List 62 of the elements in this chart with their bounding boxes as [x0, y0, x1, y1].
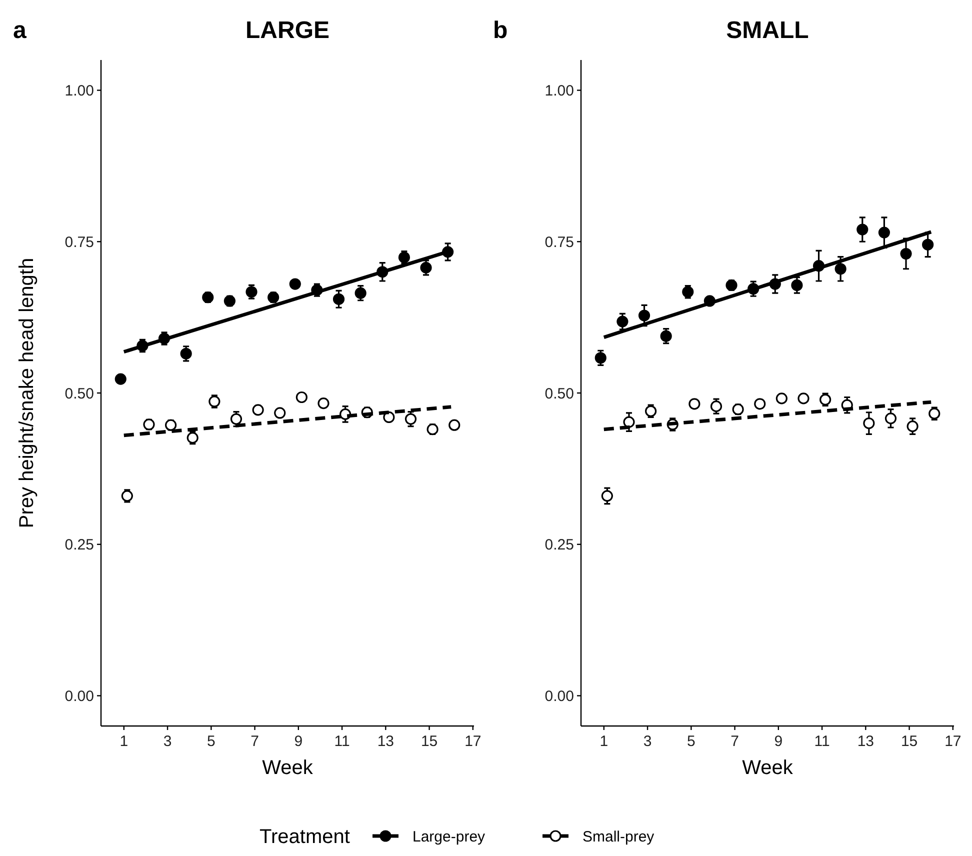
x-tick-label: 15: [420, 733, 438, 750]
x-tick-label: 7: [250, 733, 259, 750]
y-tick-label: 1.00: [544, 82, 574, 100]
y-tick-label: 1.00: [64, 82, 94, 100]
point: [922, 238, 934, 250]
text: a: [13, 17, 27, 44]
x-tick-label: 17: [464, 733, 482, 750]
x-tick-label: 13: [857, 733, 874, 750]
point: [863, 417, 875, 430]
chart-title: SMALL: [726, 17, 809, 44]
legend-label: Small-prey: [582, 828, 655, 846]
point: [289, 278, 301, 290]
x-tick-label: 1: [600, 733, 608, 750]
point: [856, 224, 868, 236]
point: [900, 248, 912, 260]
point: [114, 373, 126, 385]
x-tick-label: 7: [730, 733, 739, 750]
point: [616, 316, 628, 328]
x-tick-label: 9: [294, 733, 303, 750]
y-tick-label: 0.00: [544, 688, 574, 705]
y-tick-label: 0.50: [64, 385, 94, 402]
y-tick-label: 0.75: [64, 234, 94, 251]
x-axis-title: Week: [262, 757, 314, 779]
point: [710, 400, 722, 412]
point: [180, 348, 192, 360]
point: [420, 262, 432, 274]
point: [354, 287, 366, 299]
y-tick-label: 0.25: [64, 536, 94, 554]
x-tick-label: 3: [643, 733, 652, 750]
text: b: [493, 17, 508, 44]
point: [878, 226, 890, 238]
x-tick-label: 11: [814, 733, 830, 750]
x-tick-label: 9: [774, 733, 783, 750]
point: [594, 352, 606, 364]
x-tick-label: 5: [206, 733, 216, 750]
point: [906, 420, 918, 432]
point: [660, 330, 672, 342]
point: [332, 293, 345, 305]
x-tick-label: 1: [120, 733, 128, 750]
x-tick-label: 17: [944, 733, 962, 750]
x-tick-label: 11: [334, 733, 350, 750]
point: [791, 279, 803, 292]
point: [230, 413, 242, 425]
y-axis-title: Prey height/snake head length: [16, 258, 38, 528]
x-tick-label: 3: [163, 733, 172, 750]
x-tick-label: 15: [900, 733, 918, 750]
point: [404, 413, 417, 425]
legend-label: Large-prey: [412, 828, 486, 846]
y-tick-label: 0.25: [544, 536, 574, 554]
point: [623, 416, 635, 428]
chart-title: LARGE: [246, 17, 330, 44]
x-axis-title: Week: [742, 757, 794, 779]
legend-title: Treatment: [260, 826, 350, 848]
x-tick-label: 13: [377, 733, 394, 750]
point: [601, 490, 613, 502]
point: [638, 310, 650, 322]
y-tick-label: 0.75: [544, 234, 574, 251]
point: [884, 412, 897, 424]
y-tick-label: 0.00: [64, 688, 94, 705]
point: [834, 263, 846, 275]
x-tick-label: 5: [686, 733, 696, 750]
y-tick-label: 0.50: [544, 385, 574, 402]
